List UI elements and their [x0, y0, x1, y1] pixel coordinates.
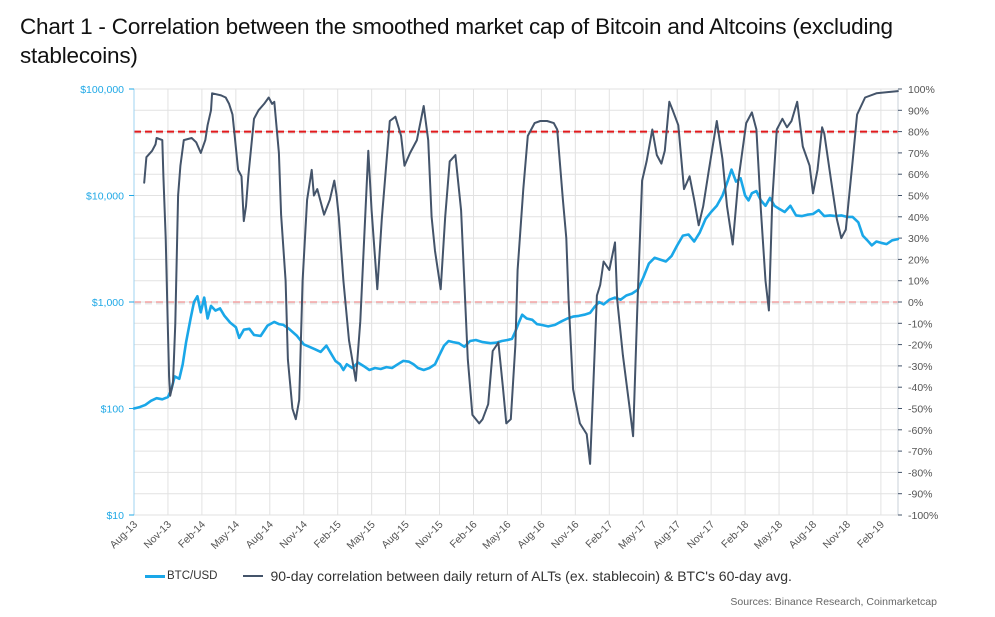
left-tick-label: $10,000 — [86, 191, 124, 203]
right-tick-label: 50% — [908, 191, 929, 203]
x-tick-label: Feb-16 — [448, 519, 480, 551]
x-tick-label: May-16 — [480, 519, 513, 552]
x-tick-label: May-14 — [209, 519, 242, 552]
right-tick-label: -40% — [908, 382, 933, 394]
right-tick-label: -90% — [908, 489, 933, 501]
x-tick-label: Aug-18 — [787, 519, 820, 552]
x-tick-label: Nov-13 — [142, 519, 175, 552]
series — [132, 90, 900, 465]
right-tick-label: -20% — [908, 340, 933, 352]
legend-label-btc: BTC/USD — [167, 570, 218, 582]
correlation-line — [143, 90, 899, 465]
x-tick-label: Feb-18 — [719, 519, 751, 551]
x-tick-label: Feb-19 — [855, 519, 887, 551]
legend-swatch-btc — [145, 574, 165, 578]
right-tick-label: -60% — [908, 425, 933, 437]
x-tick-label: Feb-14 — [176, 519, 208, 551]
x-tick-label: Nov-14 — [277, 519, 310, 552]
right-tick-label: 90% — [908, 105, 929, 117]
x-axis-ticks: Aug-13 Nov-13 Feb-14 May-14 Aug-14 Nov-14 Feb-… — [108, 519, 887, 552]
chart-title: Chart 1 - Correlation between the smooth… — [20, 14, 893, 68]
legend-label-correlation: 90-day correlation between daily return … — [270, 568, 792, 584]
right-tick-label: -80% — [908, 467, 933, 479]
right-axis-ticks: 100% 90% 80% 70% 60% 50% 40% 30% 20% 10% 0% -10% -20… — [898, 84, 938, 522]
x-tick-label: Nov-18 — [821, 519, 854, 552]
x-tick-label: Feb-15 — [312, 519, 344, 551]
right-tick-label: -30% — [908, 361, 933, 373]
x-tick-label: Aug-13 — [108, 519, 141, 552]
right-tick-label: 100% — [908, 84, 935, 96]
right-tick-label: -70% — [908, 446, 933, 458]
right-tick-label: 10% — [908, 276, 929, 288]
legend-swatch-correlation — [243, 575, 264, 577]
right-tick-label: 30% — [908, 233, 929, 245]
right-tick-label: -100% — [908, 510, 938, 522]
left-tick-label: $1,000 — [92, 297, 124, 309]
left-tick-label: $10 — [106, 510, 124, 522]
right-tick-label: 80% — [908, 127, 929, 139]
left-axis-ticks: $100,000 $10,000 $1,000 $100 $10 — [80, 84, 134, 522]
left-tick-label: $100,000 — [80, 84, 124, 96]
x-tick-label: Nov-15 — [413, 519, 446, 552]
reference-lines — [134, 130, 898, 305]
legend: BTC/USD 90-day correlation between daily… — [145, 568, 818, 584]
source-note: Sources: Binance Research, Coinmarketcap — [730, 596, 937, 608]
right-tick-label: 40% — [908, 212, 929, 224]
x-tick-label: May-18 — [752, 519, 785, 552]
x-tick-label: Aug-15 — [379, 519, 412, 552]
x-tick-label: May-17 — [616, 519, 649, 552]
x-tick-label: Feb-17 — [583, 519, 615, 551]
legend-item-btc[interactable]: BTC/USD — [145, 570, 217, 582]
x-tick-label: Nov-17 — [685, 519, 718, 552]
right-tick-label: -50% — [908, 404, 933, 416]
right-tick-label: 70% — [908, 148, 929, 160]
left-tick-label: $100 — [101, 404, 125, 416]
right-tick-label: 0% — [908, 297, 923, 309]
right-tick-label: 20% — [908, 254, 929, 266]
right-tick-label: 60% — [908, 169, 929, 181]
x-tick-label: Nov-16 — [549, 519, 582, 552]
btc-usd-line — [132, 168, 900, 410]
x-tick-label: Aug-17 — [651, 519, 684, 552]
x-tick-label: Aug-14 — [243, 519, 276, 552]
x-tick-label: Aug-16 — [515, 519, 548, 552]
legend-item-correlation[interactable]: 90-day correlation between daily return … — [243, 568, 792, 584]
x-tick-label: May-15 — [345, 519, 378, 552]
right-tick-label: -10% — [908, 318, 933, 330]
